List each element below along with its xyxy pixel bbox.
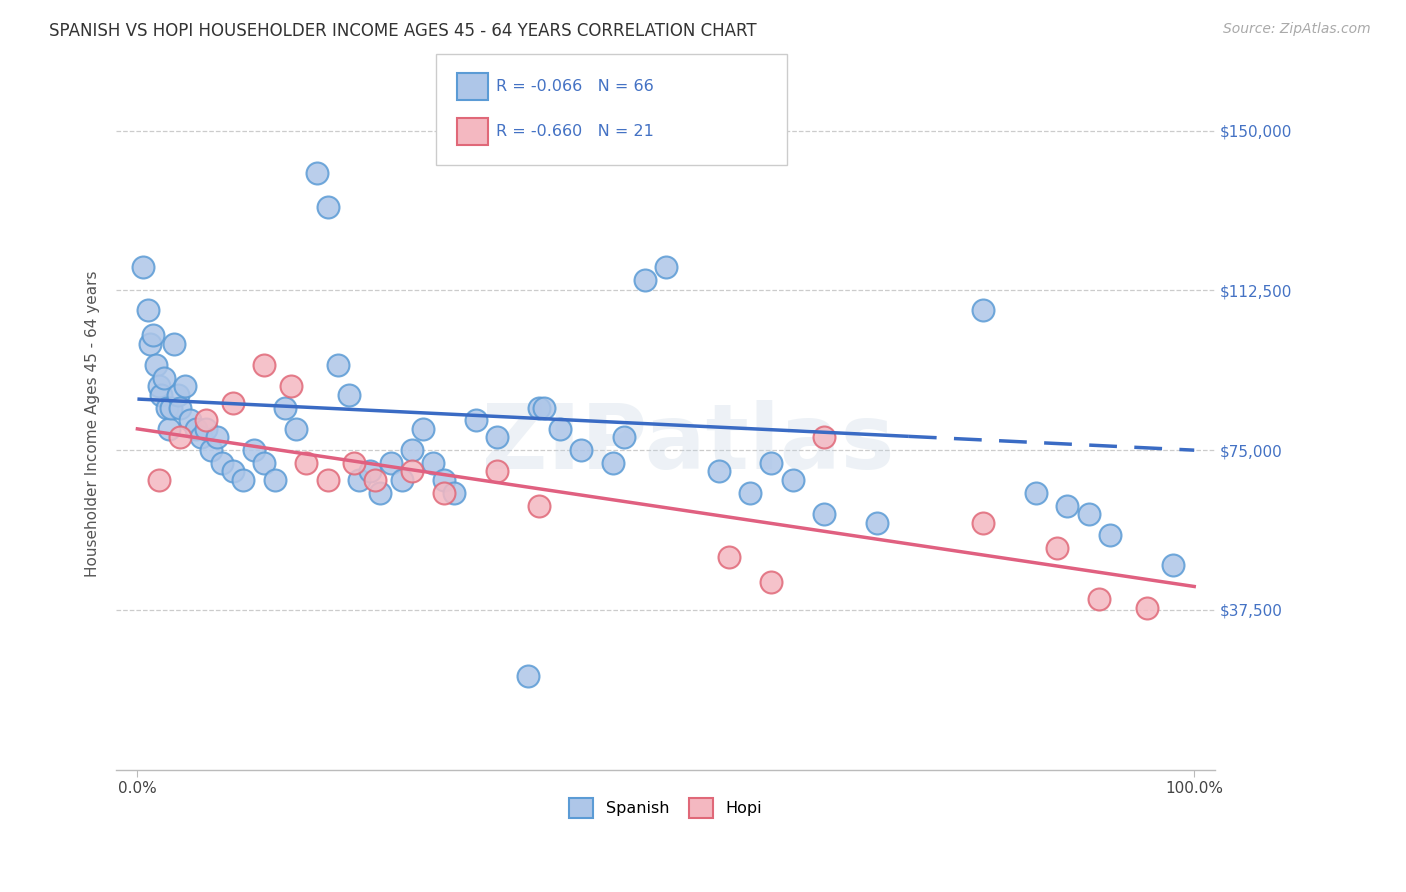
Y-axis label: Householder Income Ages 45 - 64 years: Householder Income Ages 45 - 64 years [86, 270, 100, 577]
Point [1025, 485, 1047, 500]
Point [433, 473, 456, 487]
Point [179, 413, 201, 427]
Point [718, 549, 741, 564]
Point [1161, 558, 1184, 573]
Point [349, 473, 371, 487]
Point [316, 200, 339, 214]
Point [1056, 499, 1078, 513]
Point [221, 396, 243, 410]
Point [813, 507, 835, 521]
Text: R = -0.660   N = 21: R = -0.660 N = 21 [496, 124, 654, 138]
Point [443, 485, 465, 500]
Point [391, 473, 413, 487]
Point [295, 456, 318, 470]
Point [1098, 528, 1121, 542]
Point [263, 473, 285, 487]
Point [160, 401, 183, 415]
Point [364, 473, 387, 487]
Point [412, 422, 434, 436]
Point [602, 456, 624, 470]
Point [169, 401, 191, 415]
Point [464, 413, 486, 427]
Point [972, 516, 994, 530]
Point [1046, 541, 1069, 556]
Point [337, 388, 360, 402]
Point [156, 401, 179, 415]
Point [157, 422, 180, 436]
Point [148, 379, 170, 393]
Point [221, 465, 243, 479]
Point [136, 302, 159, 317]
Point [139, 336, 162, 351]
Point [195, 413, 218, 427]
Point [813, 430, 835, 444]
Point [195, 422, 218, 436]
Point [359, 465, 381, 479]
Point [163, 336, 186, 351]
Point [1088, 592, 1111, 607]
Point [149, 388, 172, 402]
Point [401, 465, 423, 479]
Point [145, 358, 167, 372]
Point [380, 456, 402, 470]
Point [761, 575, 783, 590]
Point [761, 456, 783, 470]
Point [401, 443, 423, 458]
Point [274, 401, 297, 415]
Point [527, 401, 550, 415]
Point [166, 388, 188, 402]
Point [200, 443, 222, 458]
Legend: Spanish, Hopi: Spanish, Hopi [562, 792, 769, 824]
Text: Source: ZipAtlas.com: Source: ZipAtlas.com [1223, 22, 1371, 37]
Point [205, 430, 228, 444]
Point [612, 430, 634, 444]
Point [211, 456, 233, 470]
Point [485, 465, 508, 479]
Point [422, 456, 444, 470]
Point [242, 443, 264, 458]
Point [169, 430, 191, 444]
Point [707, 465, 730, 479]
Text: ZIPatlas: ZIPatlas [482, 401, 894, 488]
Point [655, 260, 678, 274]
Point [316, 473, 339, 487]
Point [740, 485, 762, 500]
Point [153, 370, 176, 384]
Point [148, 473, 170, 487]
Point [634, 273, 657, 287]
Point [485, 430, 508, 444]
Point [328, 358, 350, 372]
Point [174, 379, 197, 393]
Point [548, 422, 571, 436]
Text: R = -0.066   N = 66: R = -0.066 N = 66 [496, 79, 654, 94]
Point [517, 669, 540, 683]
Point [569, 443, 592, 458]
Point [284, 422, 307, 436]
Point [131, 260, 153, 274]
Point [307, 166, 329, 180]
Point [190, 430, 212, 444]
Point [253, 358, 276, 372]
Point [782, 473, 804, 487]
Point [1136, 600, 1159, 615]
Point [232, 473, 254, 487]
Point [253, 456, 276, 470]
Point [866, 516, 889, 530]
Text: SPANISH VS HOPI HOUSEHOLDER INCOME AGES 45 - 64 YEARS CORRELATION CHART: SPANISH VS HOPI HOUSEHOLDER INCOME AGES … [49, 22, 756, 40]
Point [533, 401, 555, 415]
Point [527, 499, 550, 513]
Point [972, 302, 994, 317]
Point [433, 485, 456, 500]
Point [184, 422, 207, 436]
Point [1077, 507, 1099, 521]
Point [142, 328, 165, 343]
Point [280, 379, 302, 393]
Point [370, 485, 392, 500]
Point [343, 456, 366, 470]
